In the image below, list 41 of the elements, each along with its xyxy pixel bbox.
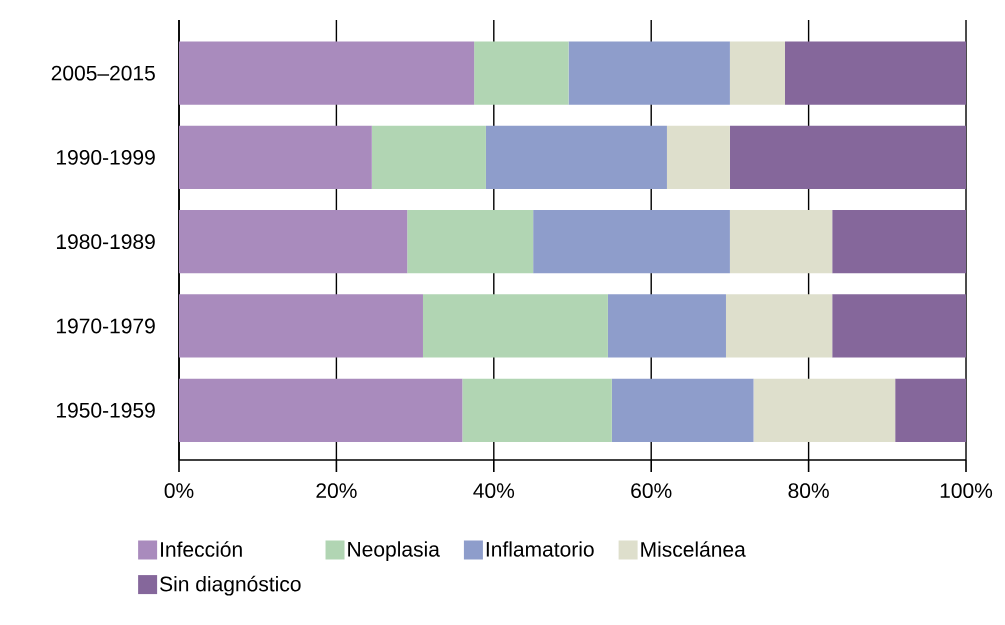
bar <box>607 294 726 358</box>
bar <box>462 378 612 442</box>
bar <box>422 294 608 358</box>
bar <box>729 125 967 189</box>
y-tick-label: 1990-1999 <box>56 149 155 165</box>
bar <box>611 378 754 442</box>
bar <box>785 41 967 105</box>
y-tick-label: 1950-1959 <box>56 402 155 418</box>
bar <box>753 378 896 442</box>
bar <box>832 294 967 358</box>
legend-label: Miscelánea <box>641 541 746 557</box>
bar <box>729 210 833 274</box>
bar <box>666 125 730 189</box>
bar <box>179 294 423 358</box>
x-tick-label: 0% <box>164 483 194 499</box>
bar <box>568 41 730 105</box>
legend-label: Neoplasia <box>348 541 440 561</box>
bar <box>729 41 785 105</box>
x-tick-label: 100% <box>940 483 993 499</box>
bar <box>407 210 534 274</box>
x-tick-label: 40% <box>473 483 515 499</box>
x-tick-label: 60% <box>631 483 672 499</box>
y-tick-label: 1980-1989 <box>56 234 155 250</box>
bar <box>371 125 486 189</box>
bar <box>474 41 569 105</box>
legend-label: Infección <box>161 541 242 557</box>
bar <box>533 210 730 274</box>
bar <box>179 210 408 274</box>
bar <box>179 125 372 189</box>
bar <box>895 378 967 442</box>
bar <box>485 125 667 189</box>
bar <box>725 294 833 358</box>
y-tick-label: 1970-1979 <box>56 318 155 334</box>
bar <box>179 378 463 442</box>
bar <box>179 41 475 105</box>
bar <box>832 210 967 274</box>
y-tick-label: 2005–2015 <box>51 65 155 81</box>
x-tick-label: 80% <box>788 483 829 499</box>
x-tick-label: 20% <box>316 483 357 499</box>
legend-label: Sin diagnóstico <box>160 575 301 596</box>
legend-label: Inflamatorio <box>486 541 594 557</box>
